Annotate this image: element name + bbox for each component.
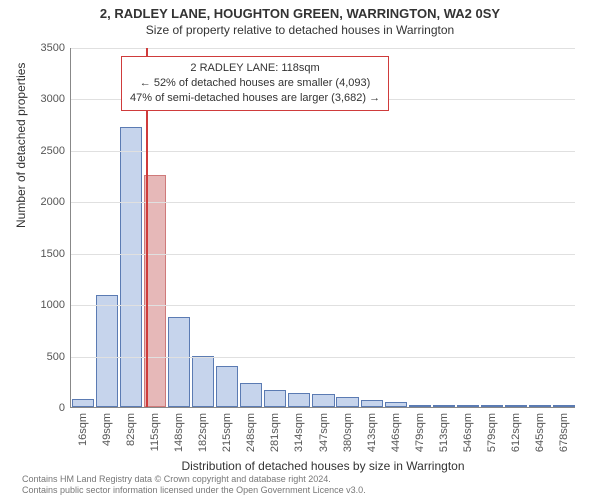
x-tick-label: 148sqm: [173, 413, 185, 452]
plot-area: Distribution of detached houses by size …: [70, 48, 575, 408]
histogram-bar: [385, 402, 407, 407]
footer-line-2: Contains public sector information licen…: [22, 485, 366, 496]
footer-attribution: Contains HM Land Registry data © Crown c…: [22, 474, 366, 497]
y-tick-label: 2000: [41, 196, 65, 208]
x-tick-label: 380sqm: [342, 413, 354, 452]
y-tick-label: 3000: [41, 93, 65, 105]
histogram-bar: [457, 405, 479, 407]
x-tick-label: 413sqm: [366, 413, 378, 452]
x-tick-label: 115sqm: [149, 413, 161, 451]
y-axis-label: Number of detached properties: [14, 63, 28, 228]
histogram-bar: [288, 393, 310, 407]
y-tick-label: 1500: [41, 248, 65, 260]
x-tick-label: 645sqm: [534, 413, 546, 452]
y-tick-label: 2500: [41, 145, 65, 157]
histogram-bar: [553, 405, 575, 407]
annotation-line: 2 RADLEY LANE: 118sqm: [130, 61, 380, 76]
histogram-bar: [361, 400, 383, 407]
chart-container: 2, RADLEY LANE, HOUGHTON GREEN, WARRINGT…: [0, 0, 600, 500]
x-tick-label: 546sqm: [462, 413, 474, 452]
y-tick-label: 3500: [41, 42, 65, 54]
annotation-line: ← 52% of detached houses are smaller (4,…: [130, 76, 380, 91]
footer-line-1: Contains HM Land Registry data © Crown c…: [22, 474, 366, 485]
x-tick-label: 16sqm: [77, 413, 89, 446]
histogram-bar: [505, 405, 527, 407]
histogram-bar: [409, 405, 431, 407]
x-tick-label: 612sqm: [510, 413, 522, 452]
x-tick-label: 446sqm: [390, 413, 402, 452]
histogram-bar: [240, 383, 262, 407]
x-tick-label: 513sqm: [438, 413, 450, 452]
histogram-bar: [529, 405, 551, 407]
histogram-bar: [216, 366, 238, 407]
histogram-bar: [168, 317, 190, 408]
histogram-bar: [72, 399, 94, 407]
histogram-bar: [96, 295, 118, 407]
x-tick-label: 314sqm: [293, 413, 305, 452]
histogram-bar: [264, 390, 286, 407]
x-tick-label: 281sqm: [269, 413, 281, 452]
y-tick-label: 0: [59, 402, 65, 414]
x-tick-label: 248sqm: [245, 413, 257, 452]
histogram-bar: [192, 356, 214, 407]
histogram-bar: [336, 397, 358, 407]
annotation-line: 47% of semi-detached houses are larger (…: [130, 91, 380, 106]
chart-title: 2, RADLEY LANE, HOUGHTON GREEN, WARRINGT…: [0, 0, 600, 21]
x-tick-label: 82sqm: [125, 413, 137, 446]
y-tick-label: 1000: [41, 299, 65, 311]
x-tick-label: 215sqm: [221, 413, 233, 452]
histogram-bar: [312, 394, 334, 407]
y-tick-label: 500: [47, 351, 65, 363]
x-tick-label: 479sqm: [414, 413, 426, 452]
chart-subtitle: Size of property relative to detached ho…: [0, 21, 600, 37]
annotation-box: 2 RADLEY LANE: 118sqm← 52% of detached h…: [121, 56, 389, 111]
x-tick-label: 678sqm: [558, 413, 570, 452]
x-tick-label: 579sqm: [486, 413, 498, 452]
x-tick-label: 347sqm: [318, 413, 330, 452]
x-tick-label: 182sqm: [197, 413, 209, 452]
x-axis-label: Distribution of detached houses by size …: [71, 459, 575, 473]
histogram-bar: [120, 127, 142, 407]
histogram-bar: [481, 405, 503, 407]
histogram-bar: [433, 405, 455, 407]
x-tick-label: 49sqm: [101, 413, 113, 446]
